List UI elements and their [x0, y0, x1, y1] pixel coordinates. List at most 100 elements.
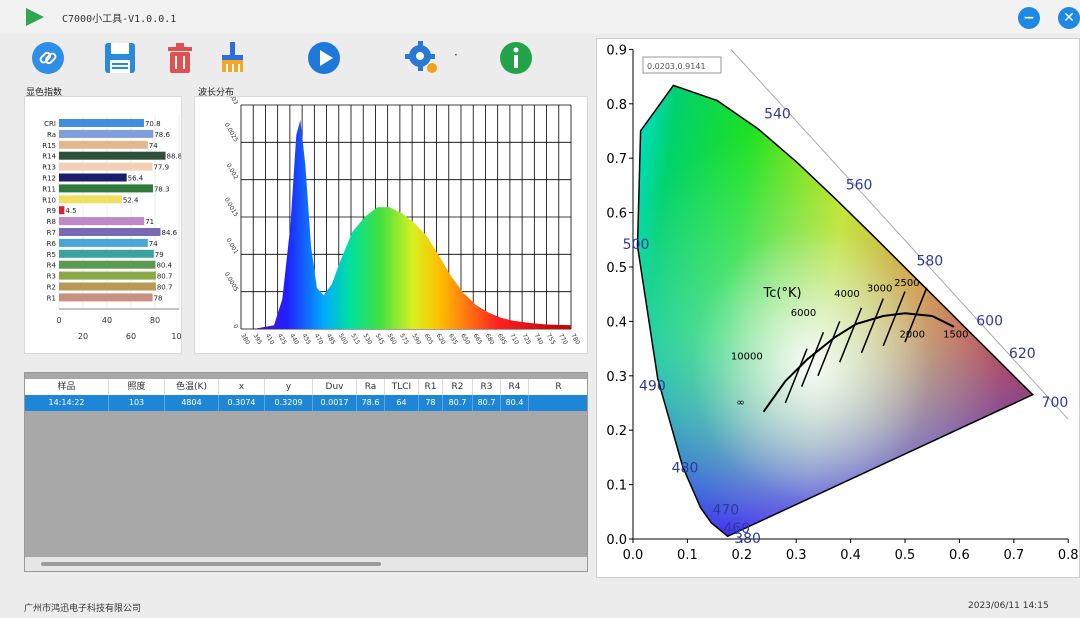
- table-header-cell[interactable]: 色温(K): [165, 379, 219, 395]
- table-header-cell[interactable]: 照度: [109, 379, 165, 395]
- cri-bar-value: 74: [149, 142, 158, 150]
- table-header: 样品 照度 色温(K) x y Duv Ra TLCI R1 R2 R3 R4 R: [25, 379, 587, 395]
- spectrum-x-tick: 755: [545, 333, 557, 347]
- spectrum-y-tick: 0.002: [225, 162, 240, 181]
- cri-bar-label: R1: [47, 294, 56, 302]
- status-bar: 广州市鸿迅电子科技有限公司 2023/06/11 14:15: [0, 596, 1080, 618]
- spectrum-y-tick: 0.0025: [223, 122, 240, 144]
- table-header-cell[interactable]: R2: [443, 379, 473, 395]
- window-title: C7000小工具-V1.0.0.1: [62, 14, 177, 25]
- cri-axis-tick: 100: [171, 332, 181, 341]
- cct-isotherm: [800, 332, 825, 387]
- cri-bar: [59, 271, 156, 280]
- cie-x-tick: 0.4: [840, 548, 861, 563]
- cie-chromaticity-diagram: 0.0 0.1 0.2 0.3 0.4 0.5 0.6 0.7 0.8 0.0 0.1 0.2 0.3 0…: [606, 43, 1078, 563]
- cie-y-tick: 0.3: [606, 370, 627, 385]
- cie-y-tick: 0.6: [606, 207, 627, 222]
- cri-bar: [59, 129, 154, 138]
- cri-bar-label: R2: [47, 284, 56, 292]
- spectrum-x-tick: 590: [410, 333, 422, 347]
- cie-panel: 0.0 0.1 0.2 0.3 0.4 0.5 0.6 0.7 0.8 0.0 0.1 0.2 0.3 0…: [596, 38, 1080, 578]
- cie-wavelength-label: 380: [734, 531, 761, 547]
- spectrum-y-tick: 0.0015: [223, 196, 240, 218]
- cri-bar-label: Ra: [47, 131, 56, 139]
- horizontal-scrollbar[interactable]: [25, 557, 587, 571]
- spectrum-x-tick: 560: [386, 333, 398, 347]
- cct-label: 2000: [900, 330, 925, 341]
- cri-bar-label: R6: [47, 240, 57, 248]
- measurement-table: 样品 照度 色温(K) x y Duv Ra TLCI R1 R2 R3 R4 R 14:14:22 10…: [24, 372, 588, 572]
- cie-wavelength-label: 620: [1009, 346, 1036, 362]
- cie-wavelength-label: 540: [764, 107, 791, 123]
- table-header-cell[interactable]: Ra: [357, 379, 385, 395]
- planckian-locus: [762, 312, 955, 413]
- settings-icon[interactable]: [404, 40, 440, 76]
- cri-bar: [59, 282, 156, 291]
- info-icon[interactable]: [498, 40, 534, 76]
- cie-diagonal-line: [730, 49, 1069, 420]
- cie-wavelength-label: 700: [1042, 395, 1069, 411]
- table-header-cell[interactable]: R: [529, 379, 587, 395]
- cri-bar-value: 77.9: [153, 164, 169, 172]
- table-header-cell[interactable]: 样品: [25, 379, 109, 395]
- spectrum-x-tick: 515: [349, 333, 361, 347]
- cri-bar-chart: CRI 70.8 Ra 78.6 R15 74 R14 88.8 R13 77.9 R12 56.4 R…: [42, 115, 187, 341]
- status-datetime: 2023/06/11 14:15: [968, 601, 1049, 611]
- clear-icon[interactable]: [214, 40, 250, 76]
- cie-gamut-white: [636, 84, 1034, 538]
- table-cell: 78: [419, 395, 443, 411]
- table-header-cell[interactable]: x: [219, 379, 265, 395]
- settings-dropdown-icon[interactable]: ·: [454, 48, 458, 62]
- cie-x-tick: 0.7: [1003, 548, 1024, 563]
- table-cell: 14:14:22: [25, 395, 109, 411]
- cie-wavelength-label: 490: [639, 379, 666, 395]
- table-cell: 4804: [165, 395, 219, 411]
- cri-bar-label: CRI: [44, 120, 56, 128]
- play-icon[interactable]: [306, 40, 342, 76]
- link-icon[interactable]: [30, 40, 66, 76]
- minimize-button[interactable]: −: [1018, 7, 1040, 29]
- table-header-cell[interactable]: y: [265, 379, 313, 395]
- cri-axis-tick: 60: [126, 332, 136, 341]
- spectrum-x-tick: 380: [239, 333, 251, 347]
- cri-bar: [59, 260, 156, 269]
- cri-bar-value: 52.4: [123, 196, 139, 204]
- table-cell: 64: [385, 395, 419, 411]
- save-icon[interactable]: [102, 40, 138, 76]
- table-header-cell[interactable]: R3: [473, 379, 501, 395]
- cie-wavelength-label: 460: [723, 521, 750, 537]
- spectrum-x-tick: 680: [484, 333, 496, 347]
- table-cell: 103: [109, 395, 165, 411]
- cri-axis-tick: 40: [102, 316, 112, 325]
- cct-isotherm: [817, 321, 841, 377]
- close-button[interactable]: ✕: [1058, 7, 1080, 29]
- spectrum-y-tick: 0: [231, 323, 239, 330]
- cri-bar-value: 80.4: [156, 262, 172, 270]
- cie-y-tick: 0.0: [606, 533, 627, 548]
- scrollbar-thumb[interactable]: [41, 562, 381, 566]
- spectrum-x-tick: 425: [276, 333, 288, 347]
- cri-bar-label: R5: [47, 251, 56, 259]
- cct-label: 1500: [943, 330, 968, 341]
- table-header-cell[interactable]: R1: [419, 379, 443, 395]
- cct-isotherm: [784, 348, 808, 404]
- table-header-cell[interactable]: R4: [501, 379, 529, 395]
- cri-bar-value: 78.3: [154, 185, 170, 193]
- table-row[interactable]: 14:14:22 103 4804 0.3074 0.3209 0.0017 78.6 64 7…: [25, 395, 587, 411]
- table-cell: 80.4: [501, 395, 529, 411]
- cri-bar: [59, 151, 166, 160]
- table-header-cell[interactable]: Duv: [313, 379, 357, 395]
- cie-wavelength-label: 560: [846, 177, 873, 193]
- spectrum-curve: [241, 119, 571, 330]
- cie-wavelength-label: 470: [712, 503, 739, 519]
- table-header-cell[interactable]: TLCI: [385, 379, 419, 395]
- spectrum-y-tick: 0.0005: [223, 271, 240, 293]
- cie-x-tick: 0.0: [623, 548, 644, 563]
- cri-bar-value: 88.8: [167, 153, 181, 161]
- cct-isotherm: [882, 291, 906, 347]
- delete-icon[interactable]: [162, 40, 198, 76]
- spectrum-x-tick: 545: [374, 333, 386, 347]
- cri-bar-value: 56.4: [128, 175, 144, 183]
- spectrum-x-tick: 485: [325, 333, 337, 347]
- cri-bar: [59, 162, 153, 171]
